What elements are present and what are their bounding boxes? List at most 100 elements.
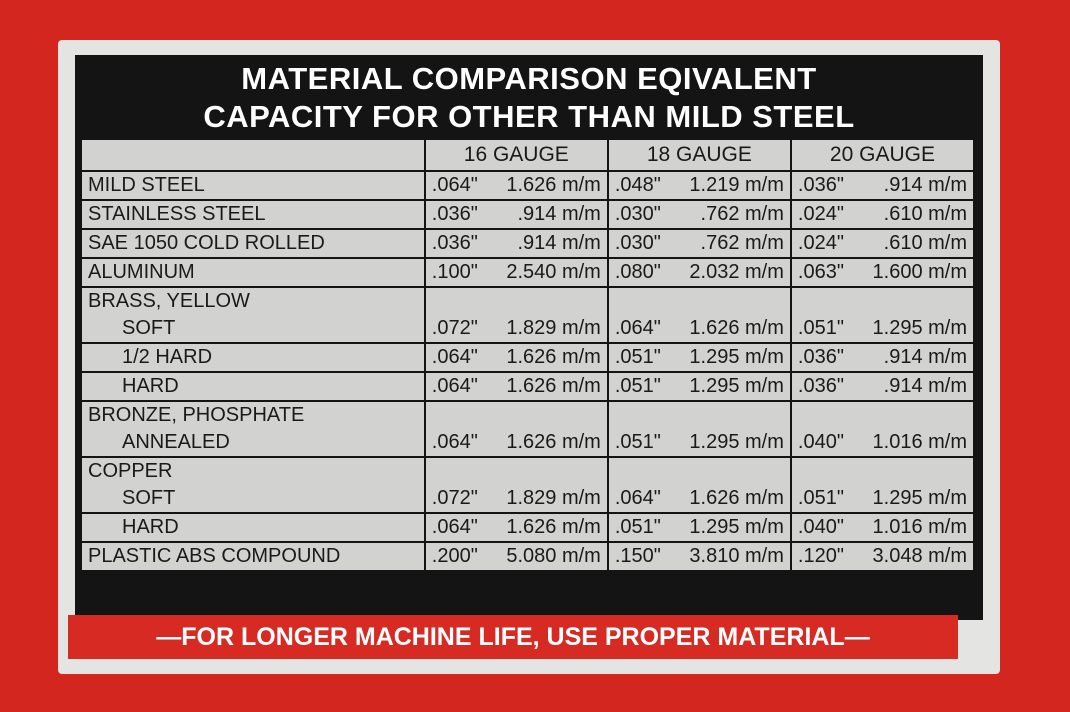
mm-value: .914 m/m [883, 375, 967, 397]
sub-row: SOFT .072" 1.829 m/m .064" 1.626 m/m .051" 1.2… [80, 315, 976, 344]
panel: MATERIAL COMPARISON EQIVALENT CAPACITY F… [75, 55, 983, 620]
mm-value: 1.600 m/m [872, 261, 967, 283]
value-pair: .030" .762 m/m [615, 203, 784, 226]
mm-value: .914 m/m [883, 174, 967, 196]
value-pair: .064" 1.626 m/m [615, 487, 784, 510]
value-pair: .036" .914 m/m [798, 375, 967, 398]
mm-value: 2.540 m/m [506, 261, 601, 283]
inch-value: .072" [431, 317, 478, 339]
footer: —FOR LONGER MACHINE LIFE, USE PROPER MAT… [68, 615, 958, 659]
inch-value: .064" [431, 346, 478, 368]
mm-value: 1.016 m/m [872, 516, 967, 538]
sub-label: 1/2 HARD [80, 343, 426, 373]
value-pair: .040" 1.016 m/m [798, 431, 967, 454]
inch-value: .030" [614, 203, 661, 225]
value-pair: .100" 2.540 m/m [432, 261, 601, 284]
value-pair: .024" .610 m/m [798, 232, 967, 255]
value-pair: .051" 1.295 m/m [798, 317, 967, 340]
value-cell: .064" 1.626 m/m [606, 315, 792, 344]
group-row: BRONZE, PHOSPHATE [80, 400, 976, 429]
mm-value: 1.295 m/m [689, 346, 784, 368]
value-cell: .024" .610 m/m [789, 199, 976, 230]
row-label: PLASTIC ABS COMPOUND [80, 541, 426, 572]
mm-value: 1.626 m/m [506, 431, 601, 453]
sub-row: ANNEALED .064" 1.626 m/m .051" 1.295 m/m .040… [80, 429, 976, 458]
mm-value: .914 m/m [883, 346, 967, 368]
value-cell: .064" 1.626 m/m [423, 343, 609, 373]
value-cell: .030" .762 m/m [606, 199, 792, 230]
mm-value: 5.080 m/m [506, 545, 601, 567]
mm-value: 1.829 m/m [506, 487, 601, 509]
value-pair: .048" 1.219 m/m [615, 174, 784, 197]
value-cell: .051" 1.295 m/m [789, 485, 976, 514]
inch-value: .064" [431, 375, 478, 397]
value-cell: .150" 3.810 m/m [606, 541, 792, 572]
value-pair: .080" 2.032 m/m [615, 261, 784, 284]
value-cell: .040" 1.016 m/m [789, 513, 976, 543]
corner-cell [80, 138, 426, 172]
inch-value: .040" [797, 516, 844, 538]
value-pair: .051" 1.295 m/m [615, 516, 784, 539]
table: 16 GAUGE 18 GAUGE 20 GAUGE MILD STEEL .064" 1… [80, 138, 976, 572]
material-row: SAE 1050 COLD ROLLED .036" .914 m/m .030" .7… [80, 228, 976, 259]
mm-value: 1.219 m/m [689, 174, 784, 196]
inch-value: .080" [614, 261, 661, 283]
empty-cell [606, 456, 792, 485]
value-pair: .200" 5.080 m/m [432, 545, 601, 568]
empty-cell [606, 286, 792, 315]
column-header: 16 GAUGE [423, 138, 609, 172]
value-pair: .063" 1.600 m/m [798, 261, 967, 284]
value-pair: .051" 1.295 m/m [798, 487, 967, 510]
value-cell: .064" 1.626 m/m [423, 372, 609, 402]
inch-value: .064" [431, 174, 478, 196]
inch-value: .064" [614, 487, 661, 509]
material-row: ALUMINUM .100" 2.540 m/m .080" 2.032 m/m .063… [80, 257, 976, 288]
value-cell: .051" 1.295 m/m [606, 429, 792, 458]
empty-cell [606, 400, 792, 429]
value-pair: .040" 1.016 m/m [798, 516, 967, 539]
title-line: CAPACITY FOR OTHER THAN MILD STEEL [203, 99, 855, 134]
inch-value: .036" [431, 203, 478, 225]
value-pair: .150" 3.810 m/m [615, 545, 784, 568]
value-cell: .100" 2.540 m/m [423, 257, 609, 288]
material-row: PLASTIC ABS COMPOUND .200" 5.080 m/m .150" 3… [80, 541, 976, 572]
value-cell: .024" .610 m/m [789, 228, 976, 259]
mm-value: 1.626 m/m [506, 346, 601, 368]
value-cell: .051" 1.295 m/m [606, 372, 792, 402]
inch-value: .051" [614, 516, 661, 538]
row-label: MILD STEEL [80, 170, 426, 201]
inch-value: .030" [614, 232, 661, 254]
sub-row: HARD .064" 1.626 m/m .051" 1.295 m/m .040" 1.0… [80, 513, 976, 543]
value-cell: .072" 1.829 m/m [423, 485, 609, 514]
column-header: 20 GAUGE [789, 138, 976, 172]
inch-value: .036" [797, 375, 844, 397]
mm-value: 2.032 m/m [689, 261, 784, 283]
column-header: 18 GAUGE [606, 138, 792, 172]
value-pair: .064" 1.626 m/m [432, 431, 601, 454]
plate: MATERIAL COMPARISON EQIVALENT CAPACITY F… [58, 40, 1000, 674]
value-cell: .036" .914 m/m [789, 372, 976, 402]
value-pair: .036" .914 m/m [432, 232, 601, 255]
value-pair: .036" .914 m/m [432, 203, 601, 226]
row-label: BRONZE, PHOSPHATE [80, 400, 426, 429]
empty-cell [423, 456, 609, 485]
row-label: STAINLESS STEEL [80, 199, 426, 230]
mm-value: 1.626 m/m [689, 317, 784, 339]
inch-value: .024" [797, 232, 844, 254]
value-cell: .036" .914 m/m [789, 170, 976, 201]
value-cell: .080" 2.032 m/m [606, 257, 792, 288]
value-cell: .064" 1.626 m/m [606, 485, 792, 514]
value-cell: .051" 1.295 m/m [789, 315, 976, 344]
inch-value: .100" [431, 261, 478, 283]
inch-value: .150" [614, 545, 661, 567]
sub-label: SOFT [80, 315, 426, 344]
empty-cell [789, 456, 976, 485]
inch-value: .051" [797, 487, 844, 509]
value-cell: .064" 1.626 m/m [423, 170, 609, 201]
inch-value: .024" [797, 203, 844, 225]
mm-value: .762 m/m [700, 203, 784, 225]
value-cell: .040" 1.016 m/m [789, 429, 976, 458]
mm-value: .610 m/m [883, 232, 967, 254]
value-pair: .036" .914 m/m [798, 174, 967, 197]
